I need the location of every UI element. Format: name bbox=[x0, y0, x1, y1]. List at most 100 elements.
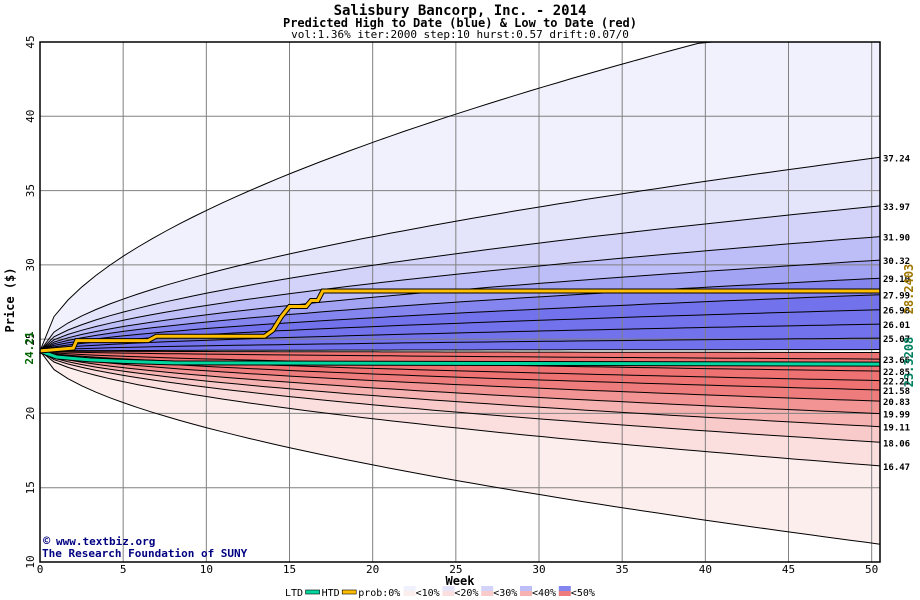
quantile-line bbox=[39, 350, 881, 360]
start-price-label: 24.21 bbox=[23, 331, 36, 364]
low-band bbox=[40, 350, 880, 443]
legend-ltd-label: LTD bbox=[285, 588, 303, 599]
x-tick-label: 10 bbox=[200, 563, 213, 576]
quantile-value-label: 21.58 bbox=[883, 387, 910, 397]
legend-bin-swatch-low bbox=[442, 591, 455, 596]
high-final-label: 28.2403 bbox=[902, 264, 916, 315]
x-tick-label: 15 bbox=[283, 563, 296, 576]
ltd-series-line bbox=[39, 349, 881, 366]
credit-url: www.textbiz.org bbox=[56, 535, 155, 548]
quantile-value-label: 26.98 bbox=[883, 307, 910, 317]
quantile-line bbox=[39, 156, 881, 352]
legend-bin-swatch-low bbox=[481, 591, 494, 596]
y-tick-label: 45 bbox=[24, 35, 37, 48]
x-tick-label: 35 bbox=[616, 563, 629, 576]
quantile-line bbox=[39, 350, 881, 545]
high-band bbox=[40, 157, 880, 351]
legend-bin-swatch-high bbox=[403, 586, 416, 591]
quantile-line bbox=[39, 236, 881, 352]
quantile-lines bbox=[39, 41, 881, 545]
chart-params: vol:1.36% iter:2000 step:10 hurst:0.57 d… bbox=[291, 28, 629, 41]
legend-bin-label: <40% bbox=[532, 588, 556, 599]
quantile-line bbox=[39, 337, 881, 352]
quantile-line bbox=[39, 350, 880, 353]
legend-bin-label: <50% bbox=[571, 588, 595, 599]
quantile-line bbox=[39, 349, 881, 352]
quantile-line bbox=[39, 350, 881, 467]
high-band bbox=[40, 324, 880, 351]
quantile-line bbox=[39, 277, 881, 352]
legend-bin-swatch-high bbox=[520, 586, 532, 591]
quantile-value-label: 22.85 bbox=[883, 368, 910, 378]
legend-bin-swatch-high bbox=[442, 586, 455, 591]
legend-bin-swatch-high bbox=[558, 586, 571, 591]
quantile-value-label: 25.07 bbox=[883, 335, 910, 345]
quantile-line bbox=[39, 294, 881, 352]
quantile-value-label: 26.01 bbox=[883, 321, 910, 331]
quantile-value-label: 29.10 bbox=[883, 275, 910, 285]
y-tick-label: 30 bbox=[24, 258, 37, 271]
y-tick-label: 15 bbox=[24, 481, 37, 494]
legend-bin-label: <10% bbox=[416, 588, 440, 599]
y-tick-label: 35 bbox=[24, 184, 37, 197]
legend-prob-label: prob:0% bbox=[358, 588, 400, 599]
quantile-value-label: 18.06 bbox=[883, 439, 910, 449]
legend-bin-label: <20% bbox=[454, 588, 478, 599]
legend-bin-swatch-low bbox=[520, 591, 532, 596]
y-tick-label: 10 bbox=[24, 555, 37, 568]
credits: © www.textbiz.org The Research Foundatio… bbox=[42, 534, 248, 560]
low-band bbox=[40, 350, 880, 360]
low-band bbox=[40, 350, 880, 414]
quantile-value-label: 23.66 bbox=[883, 356, 910, 366]
y-tick-label: 20 bbox=[24, 407, 37, 420]
credit-org: The Research Foundation of SUNY bbox=[42, 547, 248, 560]
quantile-value-label: 16.47 bbox=[883, 463, 910, 473]
low-band bbox=[40, 350, 880, 390]
x-tick-label: 20 bbox=[366, 563, 379, 576]
legend-ltd-swatch bbox=[305, 589, 320, 595]
x-tick-label: 40 bbox=[699, 563, 712, 576]
legend-htd-label: HTD bbox=[322, 588, 340, 599]
legend-bin-swatch-low bbox=[403, 591, 416, 596]
quantile-line bbox=[39, 350, 881, 443]
high-band bbox=[40, 42, 880, 351]
high-band bbox=[40, 278, 880, 351]
x-tick-label: 45 bbox=[782, 563, 795, 576]
y-tick-label: 25 bbox=[24, 333, 37, 346]
y-tick-label: 40 bbox=[24, 110, 37, 123]
legend: LTD HTD prob:0% <10% <20% <30% <40% <50% bbox=[285, 586, 595, 599]
high-band bbox=[40, 309, 880, 351]
chart-title: Salisbury Bancorp, Inc. - 2014 bbox=[334, 3, 587, 19]
tick-labels: 0 5 10 15 20 25 30 35 40 45 50 10 15 20 25 30 35 40 45 37.2… bbox=[24, 35, 911, 576]
high-band bbox=[40, 338, 880, 351]
quantile-line bbox=[39, 350, 881, 402]
quantile-value-label: 37.24 bbox=[883, 154, 911, 164]
series bbox=[39, 288, 881, 367]
legend-bin-swatch-high bbox=[481, 586, 494, 591]
y-axis-label: Price ($) bbox=[3, 267, 17, 332]
quantile-line bbox=[39, 323, 881, 352]
quantile-value-label: 19.11 bbox=[883, 424, 910, 434]
htd-series-line bbox=[39, 289, 880, 353]
low-band bbox=[40, 350, 880, 402]
high-band bbox=[40, 260, 880, 351]
quantile-line bbox=[39, 350, 881, 415]
quantile-value-label: 33.97 bbox=[883, 203, 910, 213]
x-tick-label: 50 bbox=[865, 563, 878, 576]
quantile-value-label: 30.32 bbox=[883, 257, 910, 267]
low-band bbox=[40, 350, 880, 545]
low-band bbox=[40, 350, 880, 466]
quantile-line bbox=[39, 205, 881, 352]
quantile-value-label: 27.99 bbox=[883, 292, 910, 302]
quantile-value-label: 19.99 bbox=[883, 411, 910, 421]
low-band bbox=[40, 350, 880, 427]
quantile-value-label: 22.21 bbox=[883, 378, 910, 388]
quantile-value-label: 31.90 bbox=[883, 234, 910, 244]
high-band bbox=[40, 205, 880, 351]
x-tick-label: 0 bbox=[37, 563, 44, 576]
legend-htd-swatch bbox=[341, 589, 357, 595]
x-tick-label: 30 bbox=[532, 563, 545, 576]
legend-bin-label: <30% bbox=[493, 588, 517, 599]
plot-frame bbox=[39, 41, 881, 563]
low-final-label: 23.3208 bbox=[902, 337, 916, 388]
